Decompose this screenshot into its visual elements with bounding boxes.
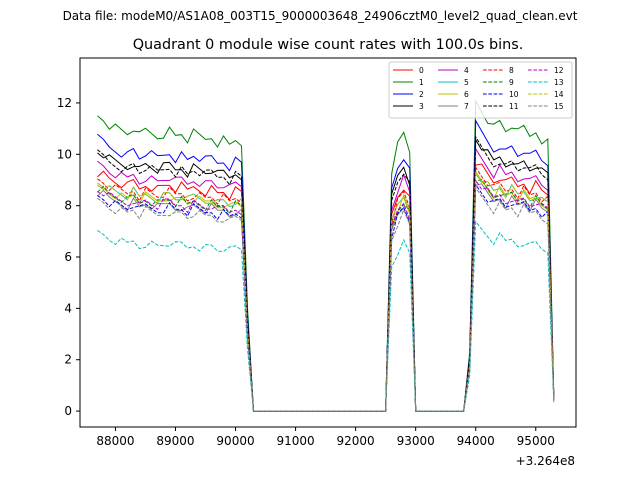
- legend-label-0: 0: [419, 66, 424, 75]
- y-tick-label: 8: [64, 199, 72, 213]
- x-tick-label: 88000: [96, 434, 134, 448]
- legend-label-13: 13: [554, 78, 564, 87]
- legend-label-3: 3: [419, 102, 424, 111]
- series-line-15: [97, 186, 555, 412]
- legend-label-8: 8: [509, 66, 514, 75]
- series-line-11: [97, 135, 555, 412]
- legend-box: [388, 61, 573, 119]
- x-offset-label: +3.264e8: [516, 454, 575, 468]
- series-line-13: [97, 220, 555, 412]
- x-tick-label: 93000: [397, 434, 435, 448]
- legend-label-11: 11: [509, 102, 519, 111]
- series-line-5: [97, 171, 555, 412]
- figure-suptitle: Data file: modeM0/AS1A08_003T15_90000036…: [63, 9, 578, 23]
- legend-label-1: 1: [419, 78, 424, 87]
- legend-label-4: 4: [464, 66, 469, 75]
- series-line-10: [97, 183, 555, 412]
- y-axis: 0 2 4 6 8 10 12: [57, 96, 80, 418]
- y-tick-label: 10: [57, 147, 72, 161]
- legend-label-15: 15: [554, 102, 564, 111]
- chart-title: Quadrant 0 module wise count rates with …: [133, 37, 524, 53]
- x-tick-label: 90000: [216, 434, 254, 448]
- legend-label-2: 2: [419, 90, 424, 99]
- y-tick-label: 4: [64, 301, 72, 315]
- x-tick-label: 94000: [457, 434, 495, 448]
- series-line-1: [97, 99, 555, 412]
- x-tick-label: 89000: [156, 434, 194, 448]
- series-layer: [97, 99, 555, 412]
- series-line-14: [97, 171, 555, 412]
- legend-label-9: 9: [509, 78, 514, 87]
- y-tick-label: 12: [57, 96, 72, 110]
- series-line-6: [97, 169, 555, 412]
- x-tick-label: 95000: [517, 434, 555, 448]
- legend-label-7: 7: [464, 102, 469, 111]
- legend-label-5: 5: [464, 78, 469, 87]
- legend-label-12: 12: [554, 66, 564, 75]
- x-axis: 88000 89000 90000 91000 92000 93000 94000 95000: [96, 427, 555, 448]
- x-tick-label: 91000: [276, 434, 314, 448]
- legend-label-14: 14: [554, 90, 564, 99]
- series-line-12: [97, 178, 555, 412]
- legend-label-6: 6: [464, 90, 469, 99]
- series-line-7: [97, 183, 555, 412]
- plot-frame: [79, 57, 577, 428]
- y-tick-label: 6: [64, 250, 72, 264]
- legend-label-10: 10: [509, 90, 519, 99]
- x-tick-label: 92000: [337, 434, 375, 448]
- y-tick-label: 2: [64, 353, 72, 367]
- series-line-9: [97, 179, 555, 412]
- y-tick-label: 0: [64, 404, 72, 418]
